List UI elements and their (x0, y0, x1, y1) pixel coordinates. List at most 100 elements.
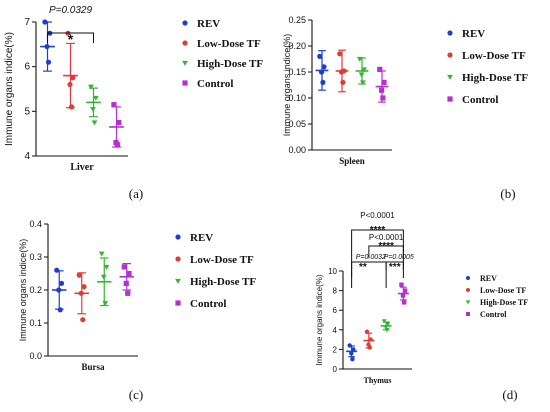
legend-marker (465, 300, 471, 305)
data-point (399, 282, 404, 287)
legend-marker (466, 276, 470, 280)
legend-label: Low-Dose TF (480, 286, 526, 295)
y-tick-label: 7 (24, 17, 30, 28)
data-point (45, 59, 52, 65)
data-point (381, 79, 387, 85)
data-point (58, 280, 65, 286)
legend-marker (175, 278, 181, 284)
data-point (100, 274, 107, 280)
x-axis-label: Bursa (81, 362, 105, 372)
data-point (368, 337, 373, 342)
legend-label: Control (462, 94, 498, 106)
data-point (317, 53, 323, 60)
legend-marker (466, 312, 470, 316)
significance-stars: **** (378, 241, 394, 252)
data-point (57, 307, 63, 313)
data-point (70, 75, 76, 81)
p-value-label: P=0.0005 (384, 254, 414, 261)
data-point (91, 120, 98, 126)
y-tick-label: 0.05 (288, 119, 306, 129)
y-tick-label: 4 (24, 151, 30, 162)
data-point (116, 119, 122, 126)
data-point (103, 264, 110, 270)
data-point (320, 79, 326, 85)
data-point (67, 81, 73, 88)
y-tick-label: 5 (24, 106, 30, 117)
data-point (42, 19, 48, 25)
y-tick-label: 0.3 (29, 252, 42, 262)
y-tick-label: 0.4 (29, 219, 42, 229)
y-tick-label: 6 (333, 306, 338, 315)
data-point (347, 343, 352, 348)
legend-label: Low-Dose TF (462, 50, 526, 62)
data-point (321, 64, 327, 70)
data-point (44, 43, 50, 50)
data-point (356, 56, 363, 62)
data-point (381, 319, 387, 324)
y-tick-label: 6 (24, 62, 30, 73)
legend-label: High-Dose TF (462, 72, 528, 84)
y-tick-label: 0.20 (288, 41, 306, 51)
data-point (350, 357, 355, 362)
data-point (76, 272, 82, 278)
significance-stars: * (68, 31, 74, 47)
panel-d: 0 2 4 6 8 10 Immune organs indice(%) Thymus REV L… (315, 211, 528, 402)
x-axis-label: Liver (70, 162, 94, 173)
data-point (318, 69, 325, 75)
p-value-label: P=0.0329 (49, 5, 93, 16)
legend-marker (182, 20, 188, 26)
data-point (358, 72, 365, 78)
panel-label: (a) (129, 186, 143, 201)
data-point (56, 287, 62, 293)
data-point (360, 80, 366, 86)
data-point (351, 347, 356, 352)
legend-label: Low-Dose TF (190, 254, 254, 266)
data-point (384, 328, 390, 333)
legend-marker (175, 234, 181, 240)
data-point (338, 69, 345, 75)
y-axis-label: Immune organs indice(%) (315, 274, 324, 365)
significance-bracket (385, 261, 404, 270)
panel-label: (b) (500, 186, 515, 201)
data-point (90, 107, 96, 112)
legend-marker (182, 60, 188, 66)
data-point (68, 104, 75, 110)
y-tick-label: 0 (333, 365, 338, 374)
data-point (340, 79, 346, 85)
y-tick-label: 0.0 (29, 351, 42, 361)
y-tick-label: 4 (333, 326, 338, 335)
legend-marker (182, 40, 188, 46)
legend-marker (175, 256, 181, 262)
p-value-label: P<0.0001 (360, 211, 395, 220)
legend-marker (447, 52, 453, 58)
y-tick-label: 0.15 (288, 67, 306, 77)
data-point (125, 290, 131, 296)
legend-label: REV (190, 232, 213, 244)
data-point (111, 102, 117, 108)
data-point (349, 351, 354, 356)
data-point (78, 290, 84, 296)
data-point (367, 345, 372, 350)
panel-label: (c) (129, 387, 143, 402)
y-tick-label: 2 (333, 345, 338, 354)
y-tick-label: 0.25 (288, 15, 306, 25)
legend-label: REV (197, 18, 220, 30)
data-point (400, 293, 406, 298)
panel-a: 4 5 6 7 Immune organs indice(%) Liver REV Low-D… (4, 5, 263, 201)
x-axis-label: Spleen (339, 156, 365, 166)
data-point (378, 87, 385, 93)
data-point (380, 95, 386, 101)
data-point (54, 267, 60, 273)
legend-marker (466, 288, 470, 292)
p-value-label: P=0.0032 (356, 254, 386, 261)
y-axis-label: Immune organs indice(%) (4, 32, 15, 146)
x-axis-label: Thymus (363, 376, 391, 385)
significance-stars: ** (359, 262, 367, 273)
data-point (92, 95, 99, 101)
p-value-label: P<0.0001 (369, 233, 404, 242)
significance-stars: *** (389, 262, 401, 273)
y-tick-label: 0.10 (288, 93, 306, 103)
significance-bracket (368, 245, 404, 258)
legend-marker (447, 74, 453, 80)
data-point (81, 284, 87, 290)
